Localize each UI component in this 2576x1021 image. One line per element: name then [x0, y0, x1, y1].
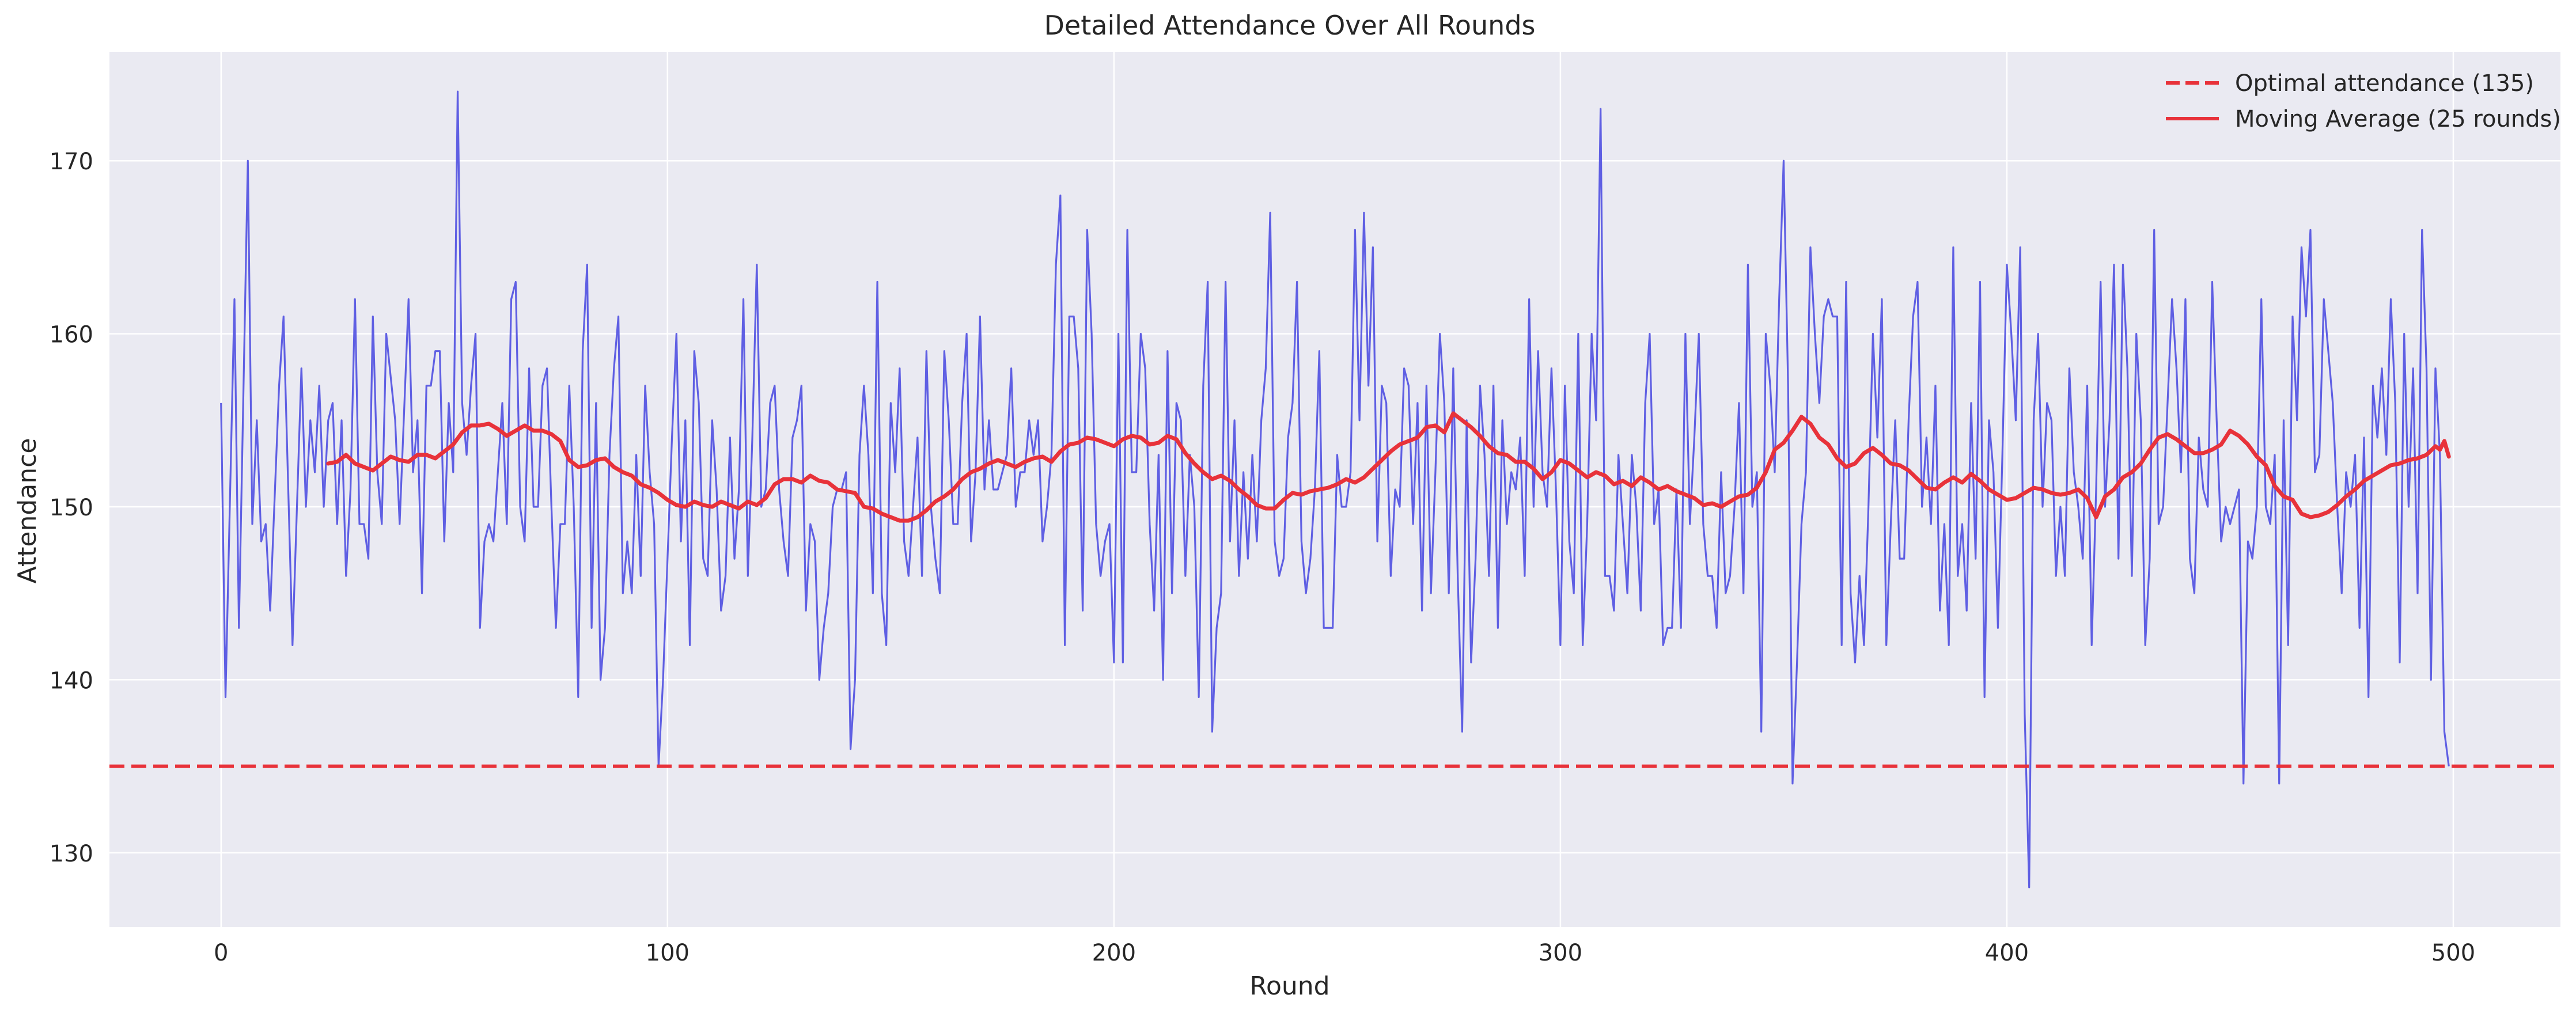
- y-tick-label: 140: [50, 667, 93, 694]
- y-tick-label: 130: [50, 841, 93, 867]
- plot-area: 130 140 150 160 170 0 100 200 300 400 500: [50, 52, 2560, 966]
- x-tick-label: 500: [2431, 940, 2475, 966]
- y-tick-label: 150: [50, 495, 93, 521]
- y-tick-label: 170: [50, 149, 93, 175]
- legend: Optimal attendance (135) Moving Average (…: [2166, 70, 2561, 132]
- series-line-attendance: [220, 90, 2450, 889]
- x-axis-label: Round: [1249, 971, 1329, 1001]
- y-tick-label: 160: [50, 322, 93, 348]
- x-tick-label: 0: [214, 940, 228, 966]
- series-line-moving-average: [326, 411, 2451, 523]
- x-tick-label: 100: [646, 940, 690, 966]
- legend-item-optimal-label: Optimal attendance (135): [2235, 70, 2534, 97]
- x-tick-label: 300: [1539, 940, 1582, 966]
- chart-title: Detailed Attendance Over All Rounds: [1044, 10, 1536, 41]
- x-tick-label: 400: [1985, 940, 2029, 966]
- x-tick-label: 200: [1092, 940, 1136, 966]
- legend-item-moving-average-label: Moving Average (25 rounds): [2235, 106, 2561, 132]
- plot-background: [109, 52, 2560, 927]
- y-axis-label: Attendance: [13, 438, 42, 584]
